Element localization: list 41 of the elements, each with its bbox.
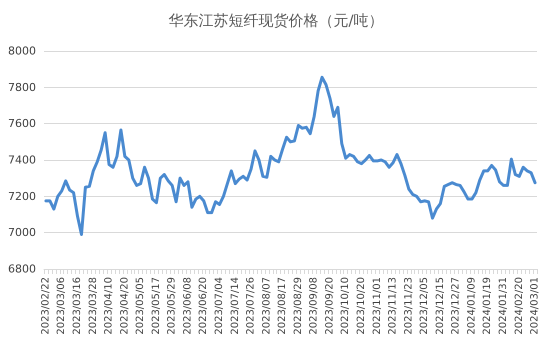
x-tick-label: 2023/03/28 xyxy=(88,277,99,335)
y-tick-label: 7600 xyxy=(8,117,36,130)
x-tick-label: 2023/12/05 xyxy=(419,277,430,335)
x-tick-label: 2023/06/08 xyxy=(182,277,194,335)
x-tick-label: 2023/05/29 xyxy=(166,277,178,335)
x-tick-label: 2023/08/07 xyxy=(261,277,272,335)
x-tick-label: 2023/03/06 xyxy=(56,277,68,335)
x-tick-label: 2024/01/31 xyxy=(498,277,509,335)
x-tick-label: 2023/07/26 xyxy=(246,277,257,335)
line-series xyxy=(44,76,537,236)
x-tick-label: 2024/02/20 xyxy=(514,277,525,335)
x-tick-label: 2023/06/20 xyxy=(198,277,210,335)
x-tick-label: 2023/04/10 xyxy=(104,277,115,335)
x-tick-label: 2023/05/17 xyxy=(150,277,162,335)
x-tick-label: 2023/09/08 xyxy=(308,277,320,335)
x-tick-label: 2023/08/17 xyxy=(277,277,288,335)
x-tick-label: 2024/03/01 xyxy=(530,277,541,335)
y-tick-label: 7400 xyxy=(8,154,36,166)
y-tick-label: 7200 xyxy=(8,190,36,203)
x-tick-label: 2023/12/27 xyxy=(450,277,462,335)
x-tick-label: 2023/09/20 xyxy=(324,277,336,335)
x-tick-label: 2023/08/29 xyxy=(292,277,304,335)
y-tick-label: 8000 xyxy=(8,44,36,58)
y-tick-label: 6800 xyxy=(8,262,36,276)
x-tick-label: 2023/10/10 xyxy=(340,277,352,335)
x-tick-label: 2023/12/15 xyxy=(434,277,446,335)
y-tick-label: 7000 xyxy=(8,226,36,240)
x-tick-label: 2024/01/09 xyxy=(466,277,478,335)
x-tick-label: 2023/07/04 xyxy=(214,277,226,335)
x-tick-label: 2023/04/20 xyxy=(119,277,130,335)
x-tick-label: 2023/11/23 xyxy=(403,277,414,335)
y-tick-label: 7800 xyxy=(8,80,36,94)
x-tick-label: 2024/01/19 xyxy=(482,277,494,335)
x-tick-label: 2023/11/13 xyxy=(388,277,399,335)
x-tick-label: 2023/11/01 xyxy=(372,277,383,335)
chart-title: 华东江苏短纤现货价格（元/吨） xyxy=(168,12,384,30)
x-tick-label: 2023/05/05 xyxy=(135,277,146,335)
x-tick-label: 2023/10/20 xyxy=(356,277,367,335)
x-tick-label: 2023/07/14 xyxy=(230,277,241,335)
x-tick-label: 2023/02/22 xyxy=(40,277,52,335)
x-tick-label: 2023/03/16 xyxy=(72,277,84,335)
